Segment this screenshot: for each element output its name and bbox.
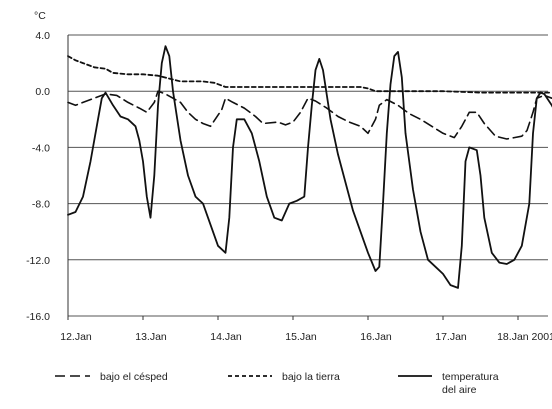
y-tick-label: -8.0	[32, 199, 50, 211]
x-tick-label: 13.Jan	[135, 331, 167, 343]
x-tick-label: 12.Jan	[60, 331, 92, 343]
x-tick-label: 14.Jan	[210, 331, 242, 343]
series-line-bajo-el-cesped	[67, 90, 552, 140]
legend-label-bajo-el-cesped: bajo el césped	[100, 371, 168, 383]
legend-label-bajo-la-tierra: bajo la tierra	[282, 371, 340, 383]
y-tick-label: -16.0	[26, 311, 50, 323]
legend-label-temperatura-del-aire: temperatura del aire	[442, 371, 499, 396]
x-tick-label: 18.Jan 2001	[497, 331, 552, 343]
x-tick-label: 17.Jan	[435, 331, 467, 343]
series-line-temperatura-del-aire	[67, 45, 552, 289]
y-tick-label: -4.0	[32, 142, 50, 154]
series-line-bajo-la-tierra	[67, 55, 552, 94]
x-tick-label: 15.Jan	[285, 331, 317, 343]
x-tick-label: 16.Jan	[360, 331, 392, 343]
y-tick-label: 0.0	[35, 86, 50, 98]
y-axis-unit-label: °C	[34, 10, 46, 22]
y-tick-label: 4.0	[35, 30, 50, 42]
y-tick-label: -12.0	[26, 255, 50, 267]
